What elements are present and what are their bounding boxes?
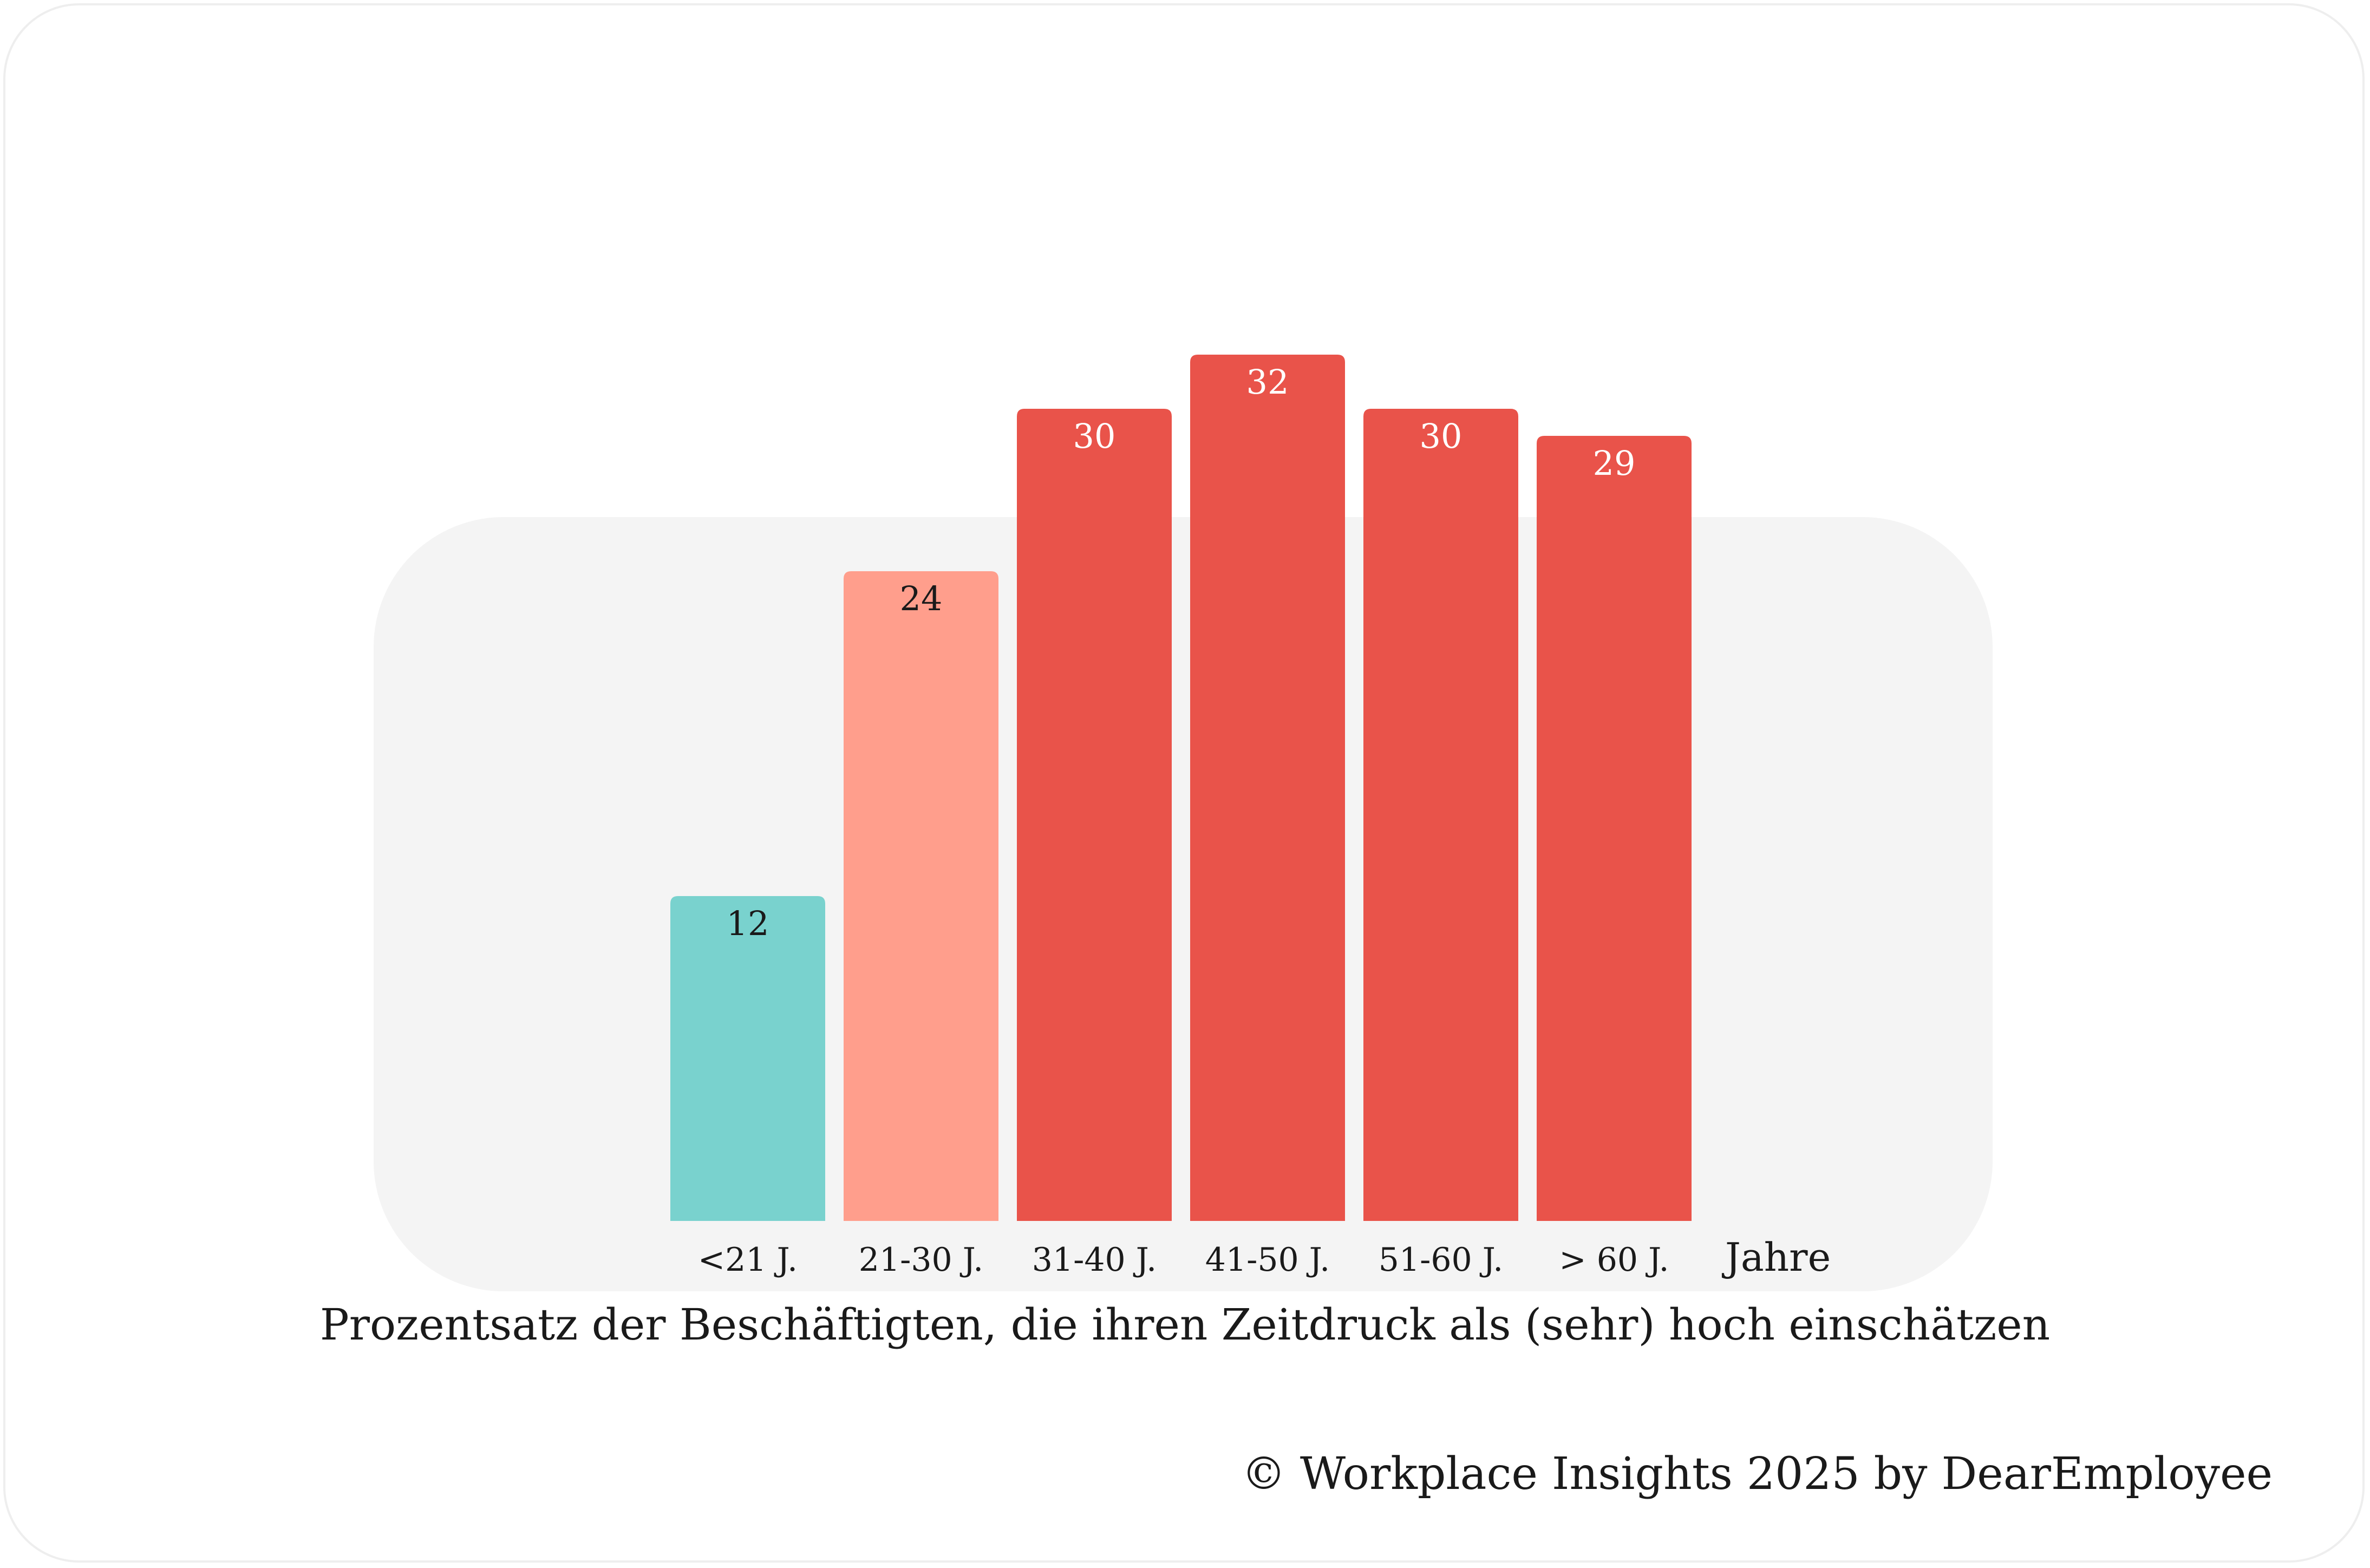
bar-value-label-3: 32 <box>1246 362 1289 402</box>
x-tick-label-5: > 60 J. <box>1559 1241 1669 1279</box>
x-axis-unit-label: Jahre <box>1721 1234 1831 1280</box>
bar-value-label-2: 30 <box>1073 416 1116 456</box>
bar-4 <box>1363 409 1518 1221</box>
bar-value-label-5: 29 <box>1593 443 1636 483</box>
bar-5 <box>1537 436 1692 1221</box>
bar-value-label-1: 24 <box>900 579 943 618</box>
copyright-notice: © Workplace Insights 2025 by DearEmploye… <box>1241 1448 2273 1500</box>
bar-3 <box>1190 355 1345 1221</box>
x-tick-label-2: 31-40 J. <box>1032 1241 1157 1279</box>
chart-caption: Prozentsatz der Beschäftigten, die ihren… <box>319 1299 2051 1350</box>
bar-value-label-0: 12 <box>727 904 769 943</box>
bar-value-label-4: 30 <box>1420 416 1463 456</box>
bar-0 <box>670 896 825 1221</box>
bar-2 <box>1017 409 1172 1221</box>
x-tick-label-3: 41-50 J. <box>1205 1241 1330 1279</box>
x-tick-label-0: <21 J. <box>698 1241 798 1279</box>
chart-plot-background <box>374 517 1993 1291</box>
bar-1 <box>844 571 998 1221</box>
x-tick-label-1: 21-30 J. <box>859 1241 984 1279</box>
x-tick-label-4: 51-60 J. <box>1379 1241 1504 1279</box>
